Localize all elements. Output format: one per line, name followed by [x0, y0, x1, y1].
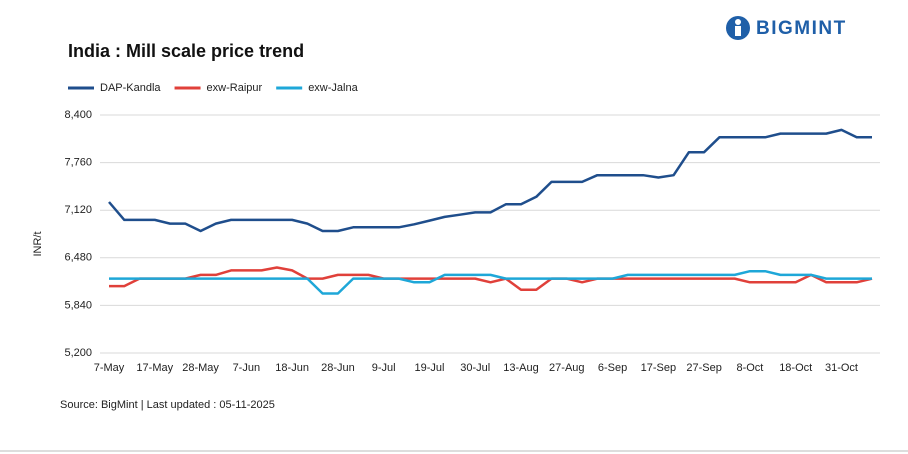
x-tick-label: 28-Jun: [321, 362, 355, 374]
source: Source: BigMint | Last updated : 05-11-2…: [60, 399, 275, 411]
x-tick-label: 19-Jul: [414, 362, 444, 374]
x-tick-label: 8-Oct: [736, 362, 763, 374]
y-axis-label: INR/t: [32, 231, 44, 256]
logo: BIGMINT: [726, 16, 847, 40]
series-line: [109, 266, 873, 292]
y-tick-label: 5,200: [64, 347, 92, 359]
x-tick-label: 30-Jul: [460, 362, 490, 374]
x-tick-label: 7-May: [94, 362, 125, 374]
legend-label: exw-Jalna: [308, 82, 358, 94]
x-tick-label: 18-Jun: [275, 362, 309, 374]
x-tick-label: 17-May: [136, 362, 173, 374]
logo-icon-bar: [735, 26, 741, 36]
y-tick-label: 6,480: [64, 252, 92, 264]
x-tick-label: 17-Sep: [641, 362, 676, 374]
x-tick-label: 27-Aug: [549, 362, 584, 374]
x-tick-label: 18-Oct: [779, 362, 812, 374]
series-line: [108, 128, 872, 233]
x-tick-label: 13-Aug: [503, 362, 538, 374]
x-tick-label: 6-Sep: [598, 362, 627, 374]
logo-icon-dot: [735, 19, 741, 25]
x-tick-label: 31-Oct: [825, 362, 858, 374]
x-tick-label: 7-Jun: [233, 362, 261, 374]
y-tick-label: 7,120: [64, 204, 92, 216]
y-tick-label: 7,760: [64, 157, 92, 169]
x-tick-label: 27-Sep: [686, 362, 721, 374]
x-tick-label: 9-Jul: [372, 362, 396, 374]
x-tick-label: 28-May: [182, 362, 219, 374]
legend-label: DAP-Kandla: [100, 82, 161, 94]
legend-label: exw-Raipur: [207, 82, 263, 94]
brand: BIGMINT: [756, 18, 847, 39]
chart-title: India : Mill scale price trend: [68, 41, 304, 61]
y-tick-label: 8,400: [64, 109, 92, 121]
series-line: [109, 269, 872, 295]
y-tick-label: 5,840: [64, 299, 92, 311]
